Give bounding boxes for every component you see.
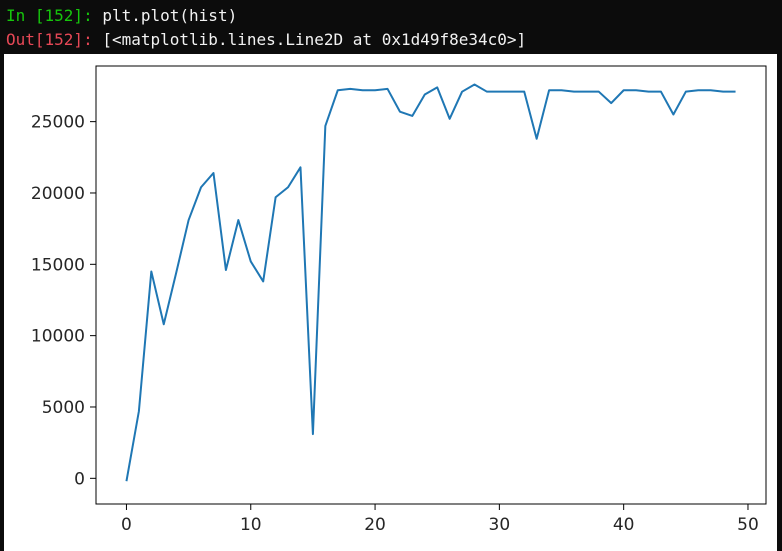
- x-tick-label: 50: [737, 515, 759, 535]
- input-line: In [152]: plt.plot(hist): [6, 6, 237, 26]
- plot-output-area: 0 10 20 30 40 50 0 5000 10000 15000 20000 25000: [4, 54, 777, 551]
- y-tick-label: 20000: [31, 184, 85, 204]
- x-tick-label: 10: [240, 515, 262, 535]
- input-code: plt.plot(hist): [102, 6, 238, 25]
- x-tick-label: 20: [364, 515, 386, 535]
- output-line: Out[152]: [<matplotlib.lines.Line2D at 0…: [6, 30, 526, 50]
- x-tick-label: 0: [121, 515, 132, 535]
- output-prompt: Out[152]:: [6, 30, 93, 49]
- input-prompt: In [152]:: [6, 6, 93, 25]
- output-text: [<matplotlib.lines.Line2D at 0x1d49f8e34…: [102, 30, 527, 49]
- axes-frame: [95, 65, 767, 505]
- y-tick-label: 10000: [31, 327, 85, 347]
- x-tick-label: 40: [613, 515, 635, 535]
- series-line-0: [125, 83, 736, 482]
- line-chart: 0 10 20 30 40 50 0 5000 10000 15000 20000 25000: [31, 65, 767, 535]
- x-tick-label: 30: [489, 515, 511, 535]
- y-tick-label: 15000: [31, 255, 85, 275]
- y-tick-label: 25000: [31, 113, 85, 133]
- y-tick-label: 5000: [42, 398, 85, 418]
- y-tick-label: 0: [74, 469, 85, 489]
